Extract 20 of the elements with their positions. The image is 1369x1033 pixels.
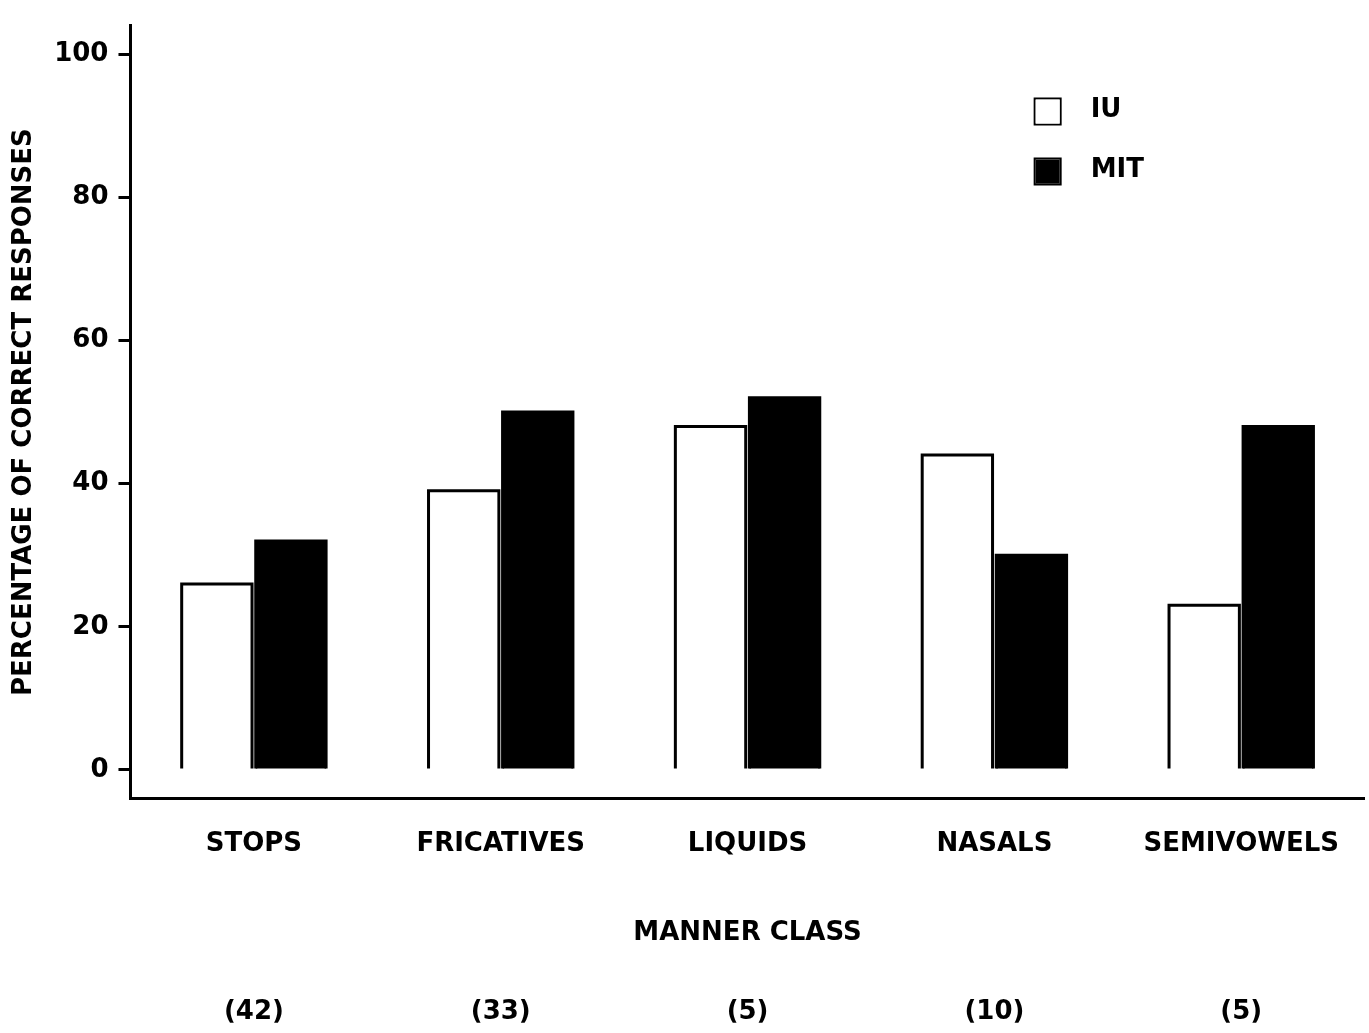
y-tick-label: 40 xyxy=(72,466,109,497)
legend-label: MIT xyxy=(1090,153,1145,184)
x-tick-label: NASALS xyxy=(936,826,1053,857)
y-tick-label: 20 xyxy=(72,609,109,640)
legend-label: IU xyxy=(1090,93,1122,124)
x-tick-label: FRICATIVES xyxy=(416,826,586,857)
y-axis-title: PERCENTAGE OF CORRECT RESPONSES xyxy=(7,128,38,697)
text: (42) xyxy=(223,994,284,1025)
text: (5) xyxy=(726,994,769,1025)
y-tick-label: 100 xyxy=(54,36,109,67)
y-tick-label: 0 xyxy=(90,752,109,783)
text: (33) xyxy=(470,994,531,1025)
y-tick-label: 80 xyxy=(72,180,109,211)
text: (10) xyxy=(964,994,1025,1025)
text: (5) xyxy=(1220,994,1263,1025)
y-tick-label: 60 xyxy=(72,323,109,354)
x-tick-label: STOPS xyxy=(205,826,303,857)
x-tick-label: LIQUIDS xyxy=(687,826,808,857)
x-tick-label: SEMIVOWELS xyxy=(1143,826,1340,857)
x-axis-title: MANNER CLASS xyxy=(633,916,862,947)
